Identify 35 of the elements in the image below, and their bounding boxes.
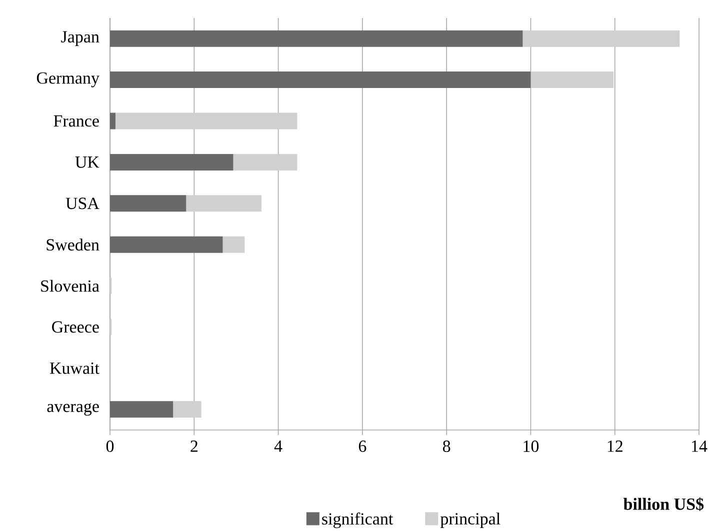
x-tick-label: 0 — [106, 440, 114, 452]
bar — [115, 112, 298, 130]
bar — [110, 195, 186, 212]
y-tick-label: average — [47, 403, 99, 416]
x-tick-label: 6 — [358, 440, 366, 452]
legend-label: principal — [440, 512, 500, 528]
x-tick-label: 4 — [274, 440, 282, 452]
bar — [110, 154, 234, 170]
x-tick-label: 14 — [692, 440, 708, 452]
bar — [222, 236, 245, 253]
bar — [110, 236, 223, 253]
legend-label: significant — [322, 512, 394, 528]
y-tick-label: Sweden — [46, 238, 100, 251]
y-tick-label: Kuwait — [50, 362, 100, 374]
y-tick-label: Japan — [61, 31, 100, 46]
x-tick-label: 12 — [608, 440, 622, 452]
bar — [530, 72, 614, 88]
bar — [110, 112, 116, 130]
y-tick-label: Greece — [52, 321, 99, 333]
bar — [110, 30, 523, 47]
x-tick-label: 2 — [190, 440, 198, 452]
bar — [110, 401, 174, 418]
x-tick-label: 8 — [442, 440, 450, 452]
x-tick-label: 10 — [524, 440, 539, 452]
bar — [173, 401, 202, 418]
y-tick-label: Germany — [36, 72, 100, 88]
y-tick-label: USA — [66, 198, 100, 210]
y-tick-label: France — [54, 115, 99, 127]
y-tick-label: UK — [75, 156, 100, 168]
bar — [186, 195, 262, 212]
y-tick-label: Slovenia — [41, 280, 100, 292]
bar — [233, 154, 298, 170]
bar — [110, 72, 531, 88]
bar — [522, 30, 680, 47]
x-axis-title: billion US$ — [623, 497, 704, 512]
